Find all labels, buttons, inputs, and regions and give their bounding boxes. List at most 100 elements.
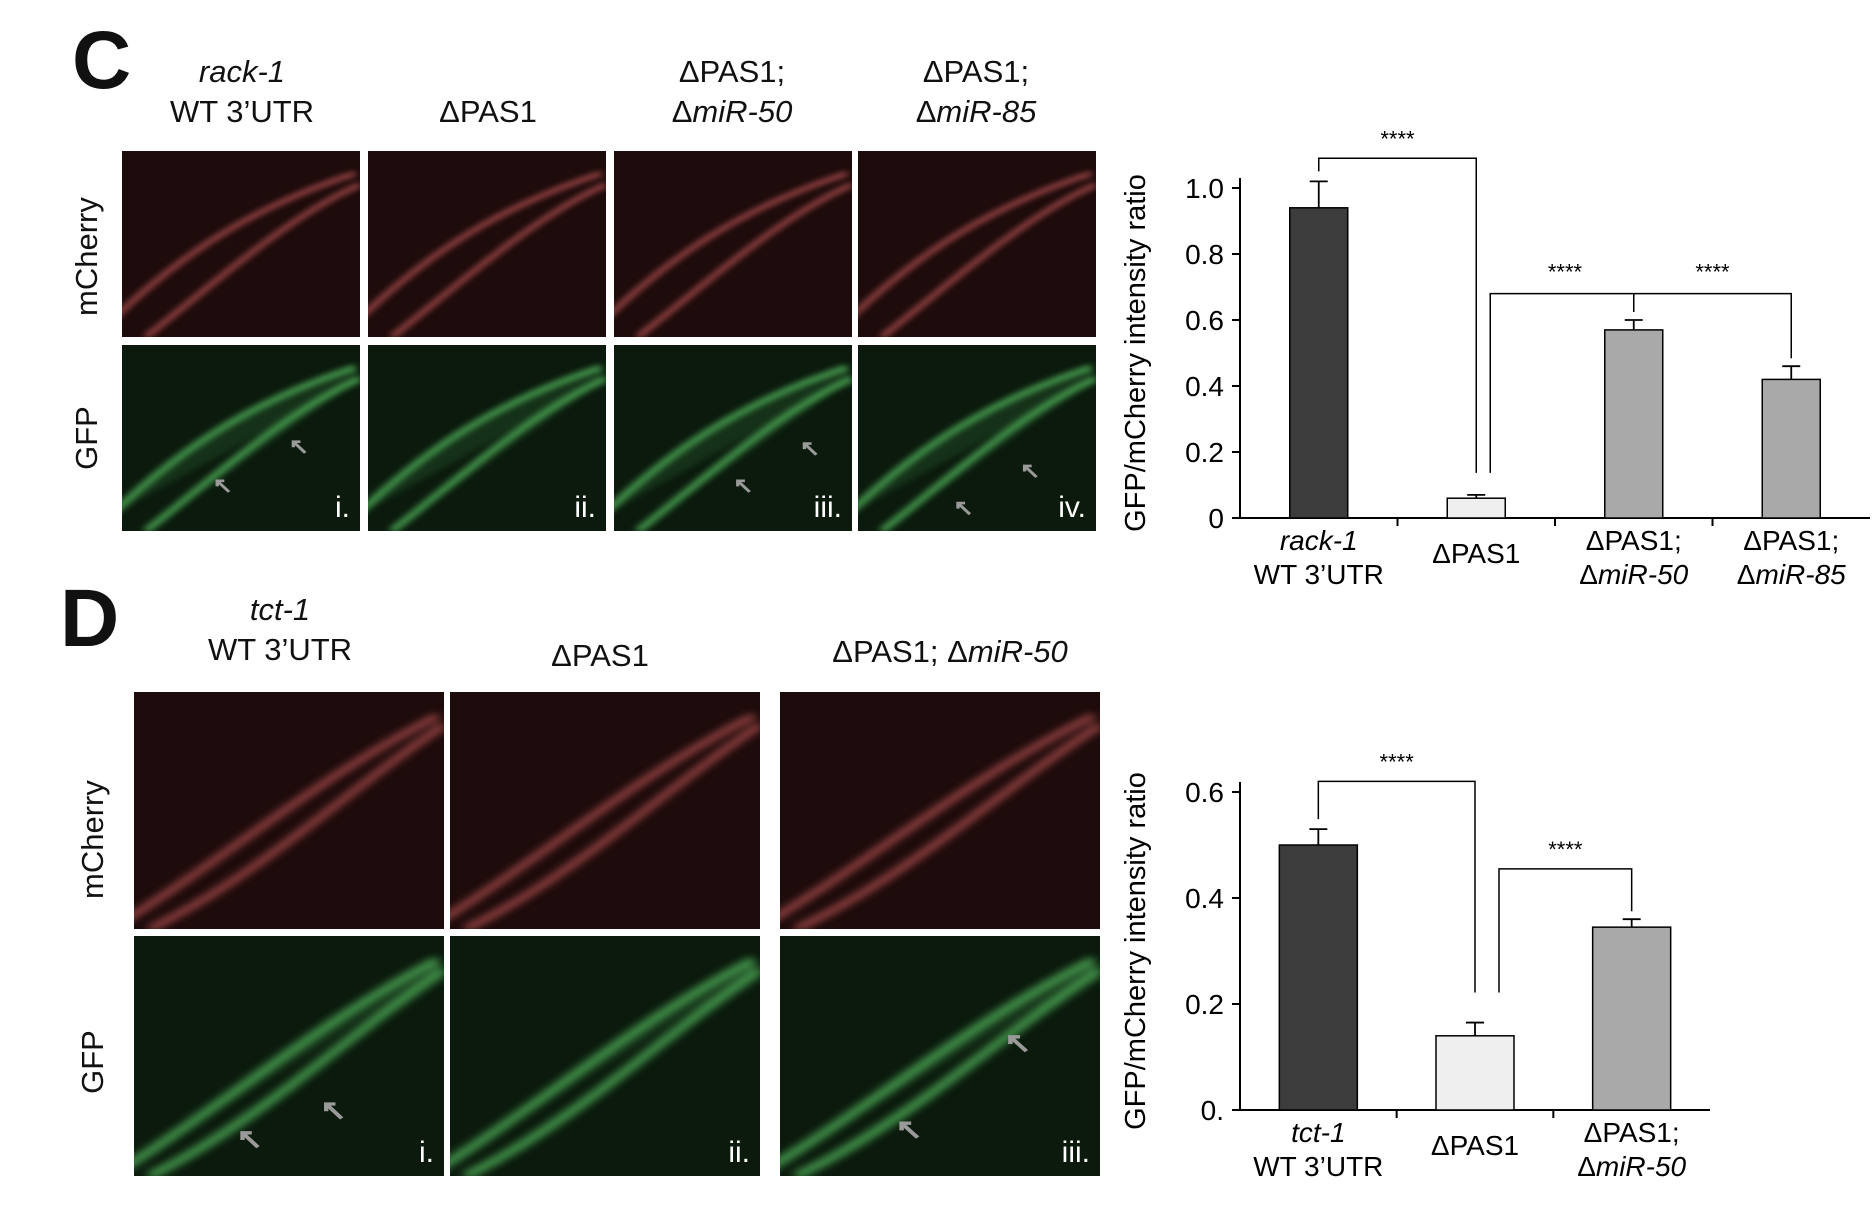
panel-c-mcherry-image-1-svg	[122, 151, 360, 337]
svg-text:****: ****	[1380, 749, 1415, 774]
panel-d-gfp-image-1-arrow-1	[240, 1131, 260, 1149]
chart-d-category-label-0: tct-1	[1291, 1117, 1345, 1148]
panel-c-bar-chart: GFP/mCherry intensity ratio 0 0.2 0.4 0.6 0.8…	[1120, 126, 1870, 610]
panel-c-gfp-image-2-label: ii.	[574, 491, 596, 524]
panel-c-gfp-image-2: ii.	[368, 345, 606, 531]
panel-d-gfp-image-3-worm-body	[780, 960, 1100, 1176]
panel-c-col3-header: ΔPAS1; ΔmiR-50	[612, 52, 852, 132]
panel-c-col1-header: rack-1 WT 3’UTR	[122, 52, 362, 132]
panel-c-gfp-image-3-arrow-1	[736, 479, 751, 493]
panel-c-gfp-image-4-label: iv.	[1058, 491, 1086, 524]
chart-c-ytick-label-1: 0.2	[1185, 437, 1224, 468]
panel-d-gfp-image-3-arrow-2	[1008, 1035, 1029, 1053]
panel-d-mcherry-image-2-worm-edge-1	[450, 713, 756, 919]
chart-d-ylabel: GFP/mCherry intensity ratio	[1120, 772, 1152, 1130]
panel-d-mcherry-image-2-svg	[450, 692, 760, 929]
panel-c-gfp-image-4-worm-body	[858, 367, 1096, 531]
chart-c-category-label-3: ΔPAS1;	[1743, 525, 1839, 556]
panel-c-gfp-image-1: i.	[122, 345, 360, 531]
chart-d-bar-0	[1278, 844, 1359, 1111]
panel-d-mcherry-image-1-svg	[134, 692, 444, 929]
chart-c-ytick-label-4: 0.8	[1185, 239, 1224, 270]
panel-c-gfp-image-4-arrow-1	[956, 501, 972, 516]
chart-c-bar-3	[1761, 378, 1821, 519]
chart-c-significance-3-label: ****	[1695, 260, 1730, 285]
panel-c-mcherry-image-2	[368, 151, 606, 337]
panel-c-gfp-image-1-worm-body	[122, 367, 360, 531]
panel-d-gfp-image-1-label: i.	[419, 1136, 434, 1169]
panel-c-col2-construct: ΔPAS1	[439, 94, 537, 129]
panel-c-col1-gene: rack-1	[198, 54, 286, 89]
chart-d-ytick-label-2: 0.4	[1185, 883, 1224, 914]
panel-c-mcherry-image-2-worm-edge-2	[389, 182, 606, 337]
panel-d-col1-gene: tct-1	[249, 592, 311, 627]
panel-c-gfp-image-4: iv.	[858, 345, 1096, 531]
panel-c-gfp-image-3-arrow-2	[802, 442, 818, 456]
chart-c-bar-1	[1446, 497, 1506, 519]
panel-d-gfp-image-2: ii.	[450, 936, 760, 1176]
panel-d-gfp-image-3-svg	[780, 936, 1100, 1176]
panel-d-gfp-image-3: iii.	[780, 936, 1100, 1176]
panel-c-mcherry-image-3-worm-edge-1	[614, 171, 849, 315]
panel-c-mcherry-image-3-background	[614, 151, 852, 337]
chart-d-bar-2	[1591, 926, 1672, 1111]
panel-c-bar-chart-svg: GFP/mCherry intensity ratio 0 0.2 0.4 0.6 0.8…	[1120, 126, 1870, 590]
chart-d-ytick-label-3: 0.6	[1185, 777, 1224, 808]
panel-d-col1-construct: WT 3’UTR	[207, 632, 353, 667]
panel-d-col1-header: tct-1 WT 3’UTR	[160, 590, 400, 670]
panel-c-col1-construct: WT 3’UTR	[169, 94, 315, 129]
panel-c-mcherry-image-2-background	[368, 151, 606, 337]
svg-text:****: ****	[1380, 126, 1415, 151]
panel-c-gfp-image-4-svg	[858, 345, 1096, 531]
panel-c-gfp-image-1-arrow-1	[215, 479, 231, 493]
panel-d-gfp-image-2-svg	[450, 936, 760, 1176]
panel-c-mcherry-image-1-background	[122, 151, 360, 337]
panel-c-row-label-mcherry: mCherry	[69, 197, 104, 316]
panel-d-gfp-image-3-label: iii.	[1061, 1136, 1090, 1169]
panel-c-mcherry-image-3-svg	[614, 151, 852, 337]
panel-d-mcherry-image-3	[780, 692, 1100, 929]
panel-c-mcherry-image-4-worm-edge-2	[879, 182, 1096, 337]
chart-c-category-sublabel-2: ΔmiR-50	[1579, 559, 1688, 590]
panel-d-col2-construct: ΔPAS1	[551, 638, 649, 673]
panel-c-gfp-image-1-label: i.	[335, 491, 350, 524]
panel-c-gfp-image-2-svg	[368, 345, 606, 531]
chart-d-ytick-label-0: 0.	[1201, 1095, 1224, 1126]
chart-c-ytick-label-5: 1.0	[1185, 173, 1224, 204]
panel-c-mcherry-image-2-svg	[368, 151, 606, 337]
panel-c-mcherry-image-4-worm-edge-1	[858, 171, 1093, 315]
panel-d-mcherry-image-1	[134, 692, 444, 929]
chart-c-ytick-label-3: 0.6	[1185, 305, 1224, 336]
panel-d-col3-construct: ΔPAS1; ΔmiR-50	[832, 634, 1068, 669]
chart-c-significance-2: **** ****	[1489, 260, 1792, 473]
panel-d-gfp-image-1-worm-body	[134, 960, 444, 1176]
chart-d-category-sublabel-0: WT 3’UTR	[1253, 1151, 1383, 1182]
panel-d-mcherry-image-1-worm-edge-1	[134, 713, 440, 919]
chart-c-significance-1: ****	[1318, 126, 1477, 473]
chart-c-category-label-0: rack-1	[1280, 525, 1358, 556]
panel-c-gfp-image-1-svg	[122, 345, 360, 531]
chart-d-category-label-2: ΔPAS1;	[1584, 1117, 1680, 1148]
panel-c-mcherry-image-1-worm-edge-2	[143, 182, 360, 337]
chart-c-category-sublabel-3: ΔmiR-85	[1737, 559, 1846, 590]
panel-d-gfp-image-2-label: ii.	[728, 1136, 750, 1169]
panel-c-mcherry-image-1	[122, 151, 360, 337]
panel-c-mcherry-image-4	[858, 151, 1096, 337]
panel-c-col4-line2: ΔmiR-85	[915, 94, 1037, 129]
chart-c-ytick-label-0: 0	[1208, 503, 1224, 534]
panel-c-gfp-image-3-label: iii.	[813, 491, 842, 524]
panel-c-mcherry-image-3	[614, 151, 852, 337]
panel-d-row-label-mcherry: mCherry	[75, 780, 110, 899]
chart-c-bar-2	[1604, 329, 1664, 519]
panel-c-gfp-image-3: iii.	[614, 345, 852, 531]
panel-d-mcherry-image-2	[450, 692, 760, 929]
chart-c-category-label-1: ΔPAS1	[1432, 538, 1520, 569]
panel-d-gfp-image-3-arrow-1	[899, 1121, 920, 1139]
chart-c-significance-2-label: ****	[1548, 260, 1583, 285]
panel-d-mcherry-image-3-worm-edge-1	[780, 713, 1096, 919]
chart-d-significance-1: ****	[1317, 749, 1476, 993]
panel-c-row-label-gfp: GFP	[69, 406, 104, 470]
panel-c-gfp-image-2-worm-body	[368, 367, 606, 531]
panel-c-col3-line1: ΔPAS1;	[678, 54, 786, 89]
panel-c-gfp-image-4-arrow-2	[1022, 464, 1038, 478]
